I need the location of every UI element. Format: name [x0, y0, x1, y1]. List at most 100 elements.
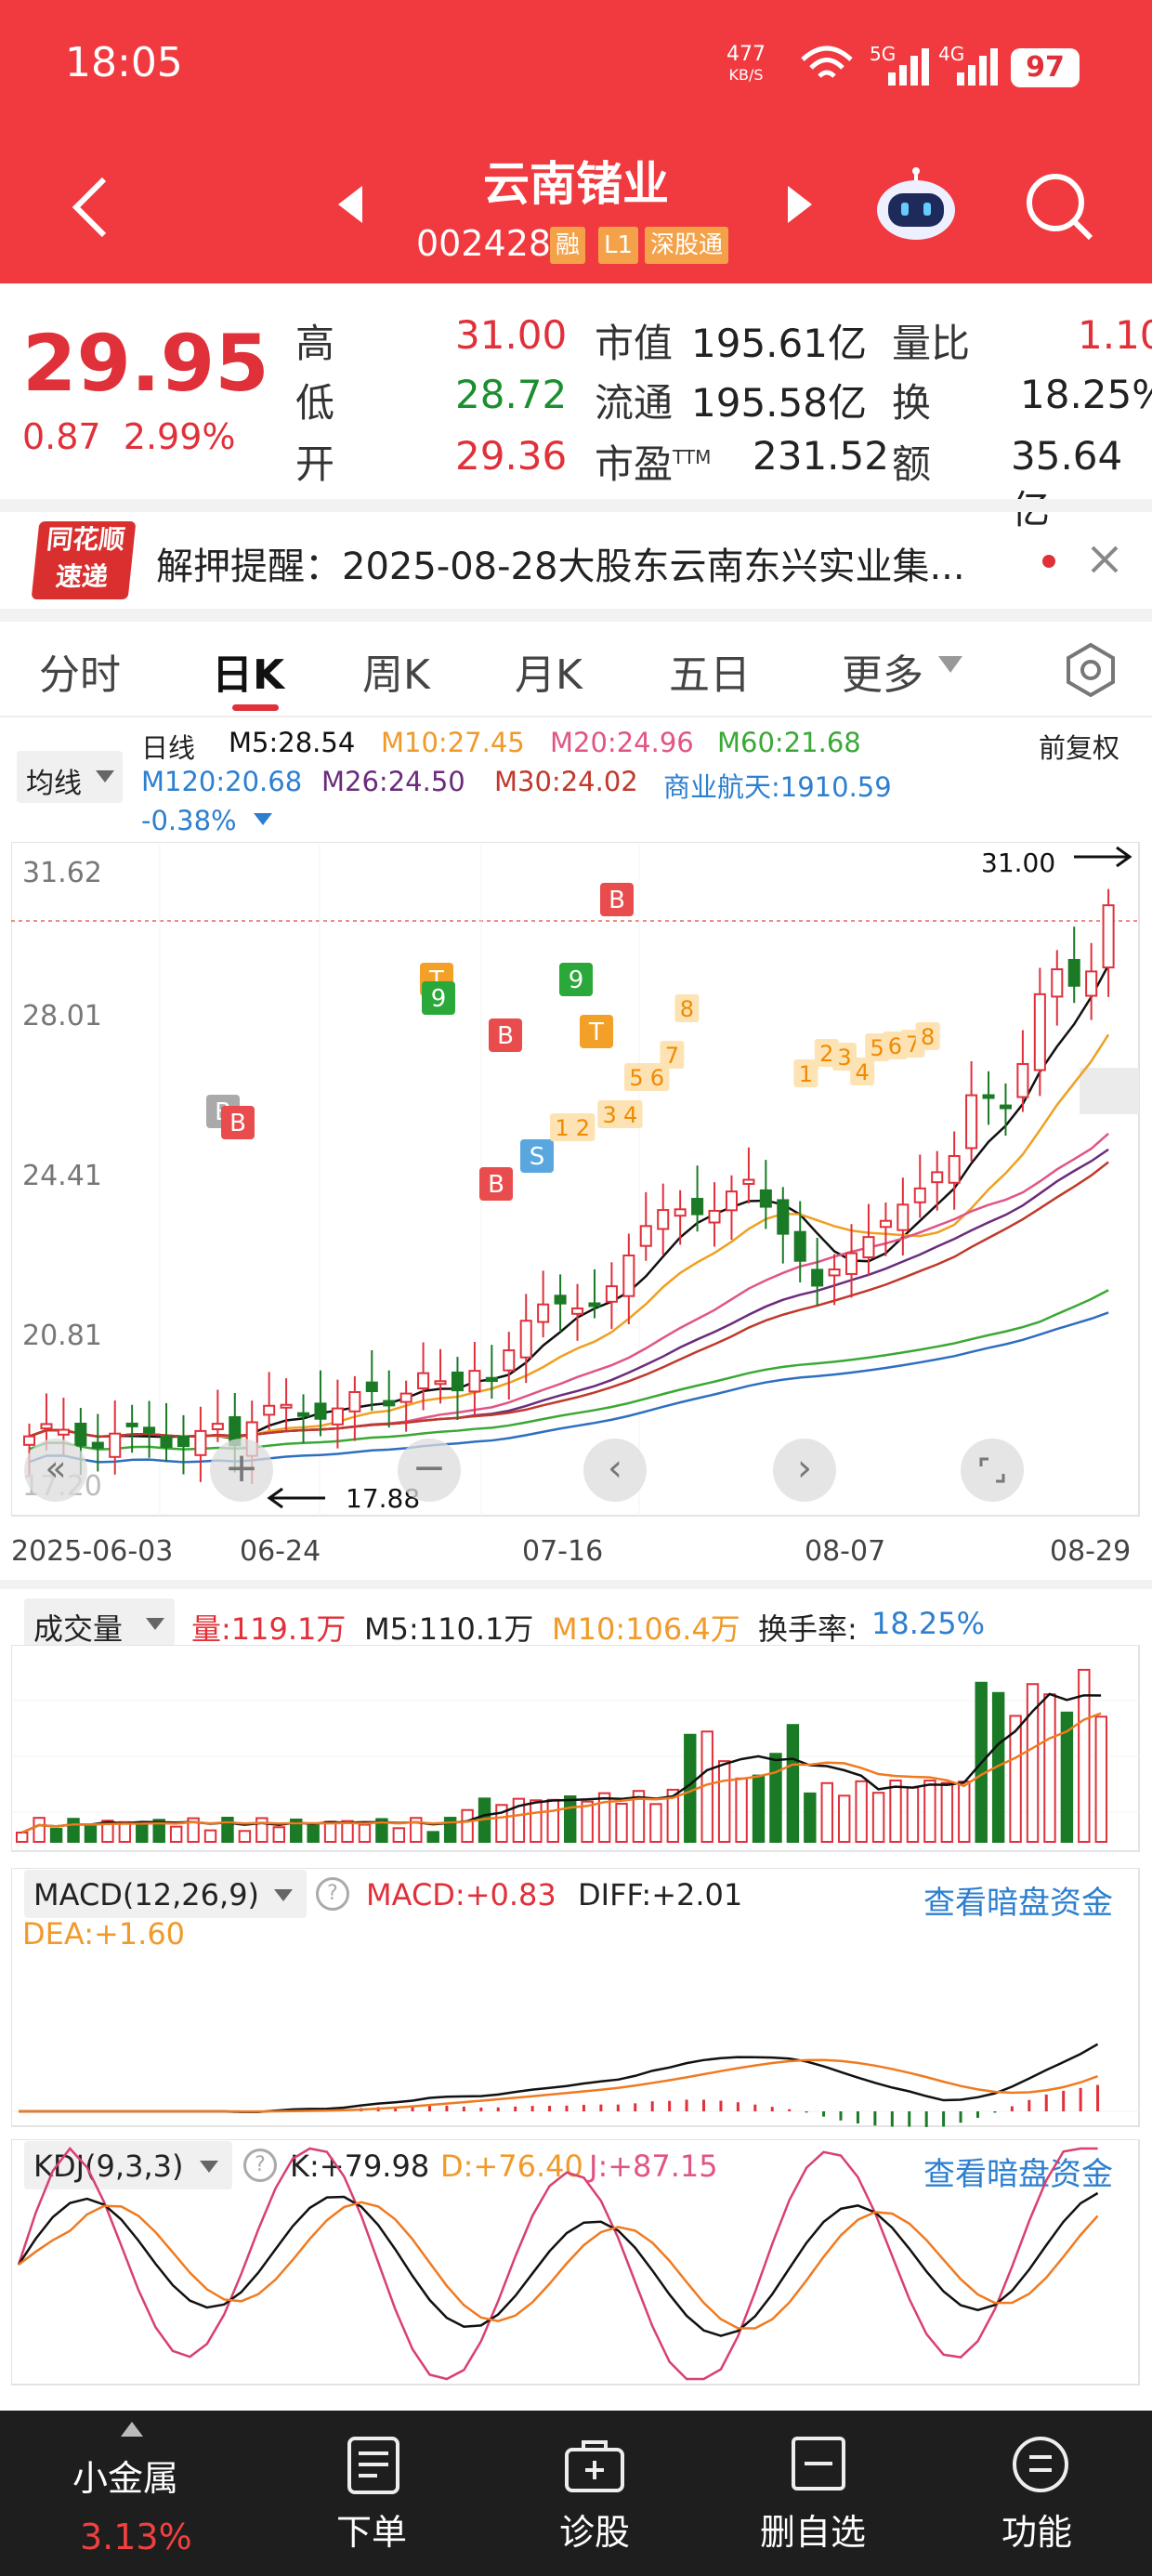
fullscreen-button[interactable]: [961, 1439, 1024, 1502]
kdj-d-line: [18, 2201, 1099, 2330]
tab-five-day[interactable]: 五日: [669, 651, 751, 699]
expand-up-icon[interactable]: [119, 2420, 145, 2438]
float-label: 流通: [595, 380, 674, 426]
change-value: 0.87: [22, 416, 101, 457]
kdj-selector[interactable]: KDJ(9,3,3): [24, 2141, 232, 2189]
rewind-button[interactable]: «: [24, 1439, 87, 1502]
prev-stock-icon[interactable]: [334, 184, 368, 225]
kdj-dark-pool-link[interactable]: 查看暗盘资金: [923, 2156, 1113, 2193]
zoom-in-button[interactable]: +: [210, 1439, 273, 1502]
pe-label: 市盈TTM: [595, 433, 711, 490]
volume-bar: [272, 1826, 285, 1843]
volume-bar: [1094, 1715, 1107, 1843]
volume-bar: [940, 1781, 954, 1843]
volume-bar: [16, 1832, 29, 1843]
tab-remove-favorite[interactable]: 删自选: [760, 2512, 867, 2553]
ma20: M20:24.96: [550, 727, 694, 758]
kdj-help-icon[interactable]: ?: [243, 2149, 277, 2182]
candle-body: [194, 1429, 207, 1456]
candle-body: [57, 1428, 70, 1436]
td-label: 6: [650, 1065, 664, 1091]
td-marker: [550, 1113, 574, 1141]
volume-bar: [735, 1777, 748, 1843]
high-label: 高: [295, 321, 335, 366]
open-value: 29.36: [455, 433, 568, 479]
search-icon[interactable]: [1022, 169, 1096, 243]
candle-body: [657, 1209, 670, 1230]
volume-bar: [358, 1823, 372, 1844]
candle-body: [605, 1285, 618, 1303]
battery-icon: 97: [1011, 48, 1080, 87]
td-marker: [793, 1059, 818, 1087]
tab-monthly-k[interactable]: 月K: [515, 651, 583, 699]
tab-weekly-k[interactable]: 周K: [362, 651, 430, 699]
tab-fenshi[interactable]: 分时: [39, 651, 121, 699]
volume-bar: [1078, 1668, 1091, 1843]
turnover-label: 换: [892, 380, 932, 426]
net-speed-unit: KB/S: [728, 66, 764, 84]
notice-text[interactable]: 解押提醒：2025-08-28大股东云南东兴实业集...: [156, 545, 965, 588]
volume-ma10: M10:106.4万: [552, 1611, 740, 1647]
tab-order[interactable]: 下单: [336, 2512, 408, 2553]
volume-bar: [323, 1820, 337, 1843]
volume-bar: [769, 1753, 782, 1843]
ma-line-120: [29, 1311, 1109, 1464]
adjust-mode[interactable]: 前复权: [1039, 732, 1120, 764]
scroll-right-button[interactable]: ›: [773, 1439, 836, 1502]
volume-bar: [958, 1781, 971, 1843]
sector-metal-label[interactable]: 小金属: [72, 2458, 179, 2499]
candle-body: [503, 1349, 516, 1372]
order-icon[interactable]: [346, 2435, 401, 2496]
tabs-divider: [0, 716, 1152, 717]
back-arrow-icon[interactable]: [67, 175, 113, 240]
volume-bar: [392, 1827, 406, 1843]
x-tick-1: 2025-06-03: [11, 1535, 174, 1568]
dark-pool-link[interactable]: 查看暗盘资金: [923, 1885, 1113, 1922]
help-icon[interactable]: ?: [316, 1877, 349, 1911]
logo-top: 同花顺: [45, 524, 127, 555]
kline-chart[interactable]: BBT9B9TBSB1234567812345678: [11, 842, 1141, 1520]
volume-bar: [84, 1824, 98, 1844]
ma-selector[interactable]: 均线: [17, 751, 123, 803]
candle-body: [793, 1230, 806, 1262]
volume-selector[interactable]: 成交量: [24, 1598, 175, 1647]
tab-more[interactable]: 更多: [842, 651, 923, 699]
signal-marker: [489, 1019, 522, 1052]
stock-name: 云南锗业: [483, 157, 669, 211]
scroll-left-button[interactable]: ‹: [583, 1439, 647, 1502]
remove-favorite-icon[interactable]: [790, 2435, 847, 2492]
volume-bar: [33, 1817, 46, 1843]
td-label: 5: [629, 1065, 643, 1091]
bottom-tab-bar: [0, 2411, 1152, 2576]
ma5: M5:28.54: [229, 727, 356, 758]
diagnose-icon[interactable]: [563, 2438, 626, 2494]
macd-selector[interactable]: MACD(12,26,9): [24, 1870, 307, 1918]
high-mark-label: 31.00: [981, 848, 1056, 878]
tab-diagnose[interactable]: 诊股: [559, 2512, 631, 2553]
news-notice-bar[interactable]: 同花顺 速递 解押提醒：2025-08-28大股东云南东兴实业集...: [0, 506, 1152, 609]
tab-active-indicator: [232, 704, 279, 711]
next-stock-icon[interactable]: [782, 184, 816, 225]
candle-body: [331, 1407, 344, 1426]
candle-body: [434, 1380, 447, 1386]
settings-hexagon-icon[interactable]: [1065, 641, 1117, 697]
candle-body: [177, 1436, 190, 1448]
volume-selector-label: 成交量: [33, 1611, 124, 1647]
current-price: 29.95: [22, 318, 269, 409]
menu-circle-icon[interactable]: [1011, 2435, 1070, 2494]
status-time: 18:05: [65, 39, 183, 86]
tab-function[interactable]: 功能: [1001, 2512, 1073, 2553]
chevron-down-icon: [938, 656, 962, 673]
volume-bar: [786, 1724, 800, 1843]
stock-code: 002428: [416, 223, 552, 264]
turnover-rate-label: 换手率:: [758, 1611, 857, 1647]
robot-assistant-icon[interactable]: [873, 167, 959, 242]
zoom-out-button[interactable]: −: [398, 1439, 461, 1502]
tab-daily-k[interactable]: 日K: [212, 651, 285, 699]
candle-body: [314, 1402, 327, 1420]
close-icon[interactable]: [1089, 544, 1120, 575]
volume-bar: [855, 1780, 868, 1843]
volume-bar: [752, 1774, 766, 1843]
volume-bar: [1009, 1715, 1022, 1844]
open-label: 开: [295, 441, 335, 487]
